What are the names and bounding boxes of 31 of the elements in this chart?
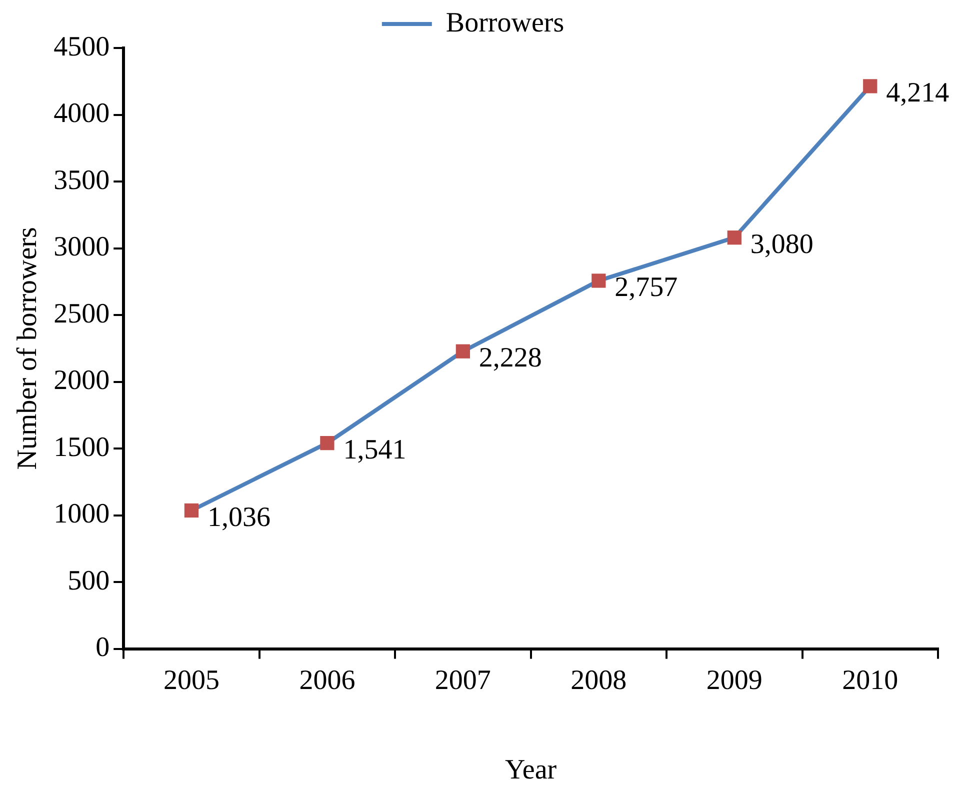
y-tick-label: 4500 [54, 31, 110, 62]
data-label: 2,757 [614, 272, 678, 304]
data-label: 4,214 [886, 78, 950, 109]
x-tick-label: 2008 [570, 664, 627, 696]
y-axis-title: Number of borrowers [12, 227, 44, 470]
x-tick-label: 2006 [299, 664, 356, 696]
y-tick-label: 4000 [54, 98, 110, 130]
point [727, 230, 742, 245]
y-tick-label: 3500 [54, 164, 110, 196]
data-label: 2,228 [478, 342, 542, 374]
point [592, 274, 606, 288]
y-tick-label: 2500 [54, 298, 110, 330]
y-tick-label: 3000 [54, 232, 110, 263]
y-tick-label: 2000 [54, 365, 110, 396]
data-label: 3,080 [750, 228, 814, 260]
x-tick-label: 2005 [163, 664, 220, 696]
point [456, 344, 470, 358]
x-tick-label: 2010 [842, 664, 898, 696]
y-tick-label: 500 [68, 565, 110, 596]
y-tick-label: 1500 [54, 432, 110, 463]
legend-label: Borrowers [446, 7, 564, 38]
point [184, 503, 199, 518]
data-label: 1,036 [207, 502, 270, 533]
x-axis-title: Year [504, 754, 558, 786]
y-tick-label: 0 [96, 632, 110, 664]
x-tick-label: 2009 [706, 664, 762, 696]
point [863, 79, 878, 94]
x-tick-label: 2007 [434, 664, 491, 696]
data-label: 1,541 [343, 434, 406, 466]
point [320, 436, 334, 450]
y-tick-label: 1000 [54, 498, 110, 530]
